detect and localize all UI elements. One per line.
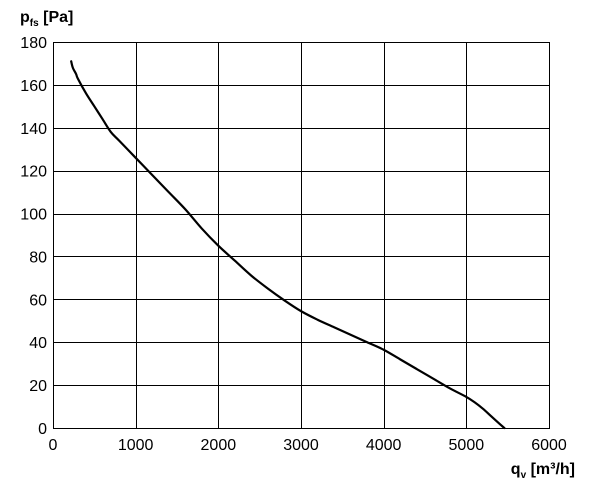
x-axis-title: qv [m³/h] (511, 461, 575, 481)
y-tick-label: 180 (20, 35, 47, 52)
y-axis-subscript: fs (30, 18, 39, 29)
y-axis-title: pfs [Pa] (20, 9, 73, 29)
x-tick-label: 1000 (118, 437, 154, 454)
y-tick-label: 140 (20, 121, 47, 138)
x-tick-label: 0 (49, 437, 58, 454)
plot-frame (52, 41, 551, 430)
y-tick-label: 100 (20, 207, 47, 224)
x-tick-label: 4000 (366, 437, 402, 454)
y-tick-label: 80 (29, 249, 47, 266)
x-tick-label: 5000 (449, 437, 485, 454)
y-tick-label: 40 (29, 335, 47, 352)
y-axis-unit: [Pa] (39, 9, 74, 26)
series-line (70, 60, 506, 430)
y-tick-label: 120 (20, 164, 47, 181)
grid-lines (53, 42, 549, 428)
x-axis-subscript: v (521, 470, 527, 481)
y-tick-label: 20 (29, 378, 47, 395)
y-tick-label: 160 (20, 78, 47, 95)
x-axis-symbol: q (511, 461, 521, 478)
y-axis-symbol: p (20, 9, 30, 26)
x-tick-label: 3000 (283, 437, 319, 454)
x-axis-unit: [m³/h] (526, 461, 575, 478)
y-tick-label: 0 (38, 421, 47, 438)
tick-labels: 0 1000 2000 3000 4000 5000 6000 0 20 40 60 80 100 120… (20, 35, 567, 454)
y-tick-label: 60 (29, 292, 47, 309)
x-tick-label: 6000 (531, 437, 567, 454)
x-tick-label: 2000 (201, 437, 237, 454)
